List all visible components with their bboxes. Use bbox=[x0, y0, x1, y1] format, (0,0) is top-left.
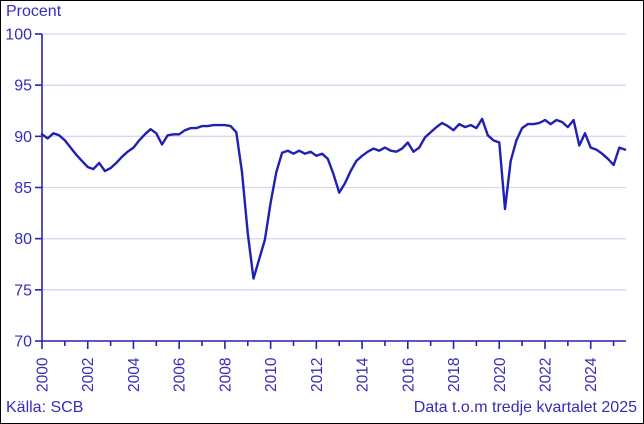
data-coverage-note: Data t.o.m tredje kvartalet 2025 bbox=[413, 399, 637, 416]
y-axis-tick-label: 95 bbox=[14, 78, 32, 95]
y-axis-unit-label: Procent bbox=[6, 3, 62, 20]
source-label: Källa: SCB bbox=[6, 399, 84, 416]
x-axis-tick-label: 2012 bbox=[309, 358, 326, 392]
x-axis-tick-label: 2006 bbox=[172, 358, 189, 392]
x-axis-tick-label: 2010 bbox=[263, 357, 280, 392]
x-axis-tick-label: 2016 bbox=[400, 358, 417, 392]
x-axis-tick-label: 2008 bbox=[217, 358, 234, 392]
y-axis-tick-label: 75 bbox=[14, 282, 32, 299]
y-axis-tick-label: 100 bbox=[5, 27, 32, 44]
y-axis-tick-label: 70 bbox=[14, 334, 32, 351]
x-axis-tick-label: 2024 bbox=[583, 357, 600, 392]
x-axis-tick-label: 2004 bbox=[126, 357, 143, 392]
x-axis-tick-label: 2014 bbox=[355, 357, 372, 392]
x-axis-tick-label: 2002 bbox=[80, 358, 97, 392]
x-axis-tick-label: 2020 bbox=[492, 357, 509, 392]
y-axis-tick-label: 80 bbox=[14, 231, 32, 248]
capacity-utilization-series-line bbox=[40, 117, 627, 280]
x-axis-tick-label: 2022 bbox=[537, 358, 554, 392]
x-axis-tick-label: 2018 bbox=[446, 358, 463, 392]
y-axis-tick-label: 85 bbox=[14, 180, 32, 197]
y-axis-tick-label: 90 bbox=[14, 129, 32, 146]
x-axis-tick-label: 2000 bbox=[35, 357, 52, 392]
